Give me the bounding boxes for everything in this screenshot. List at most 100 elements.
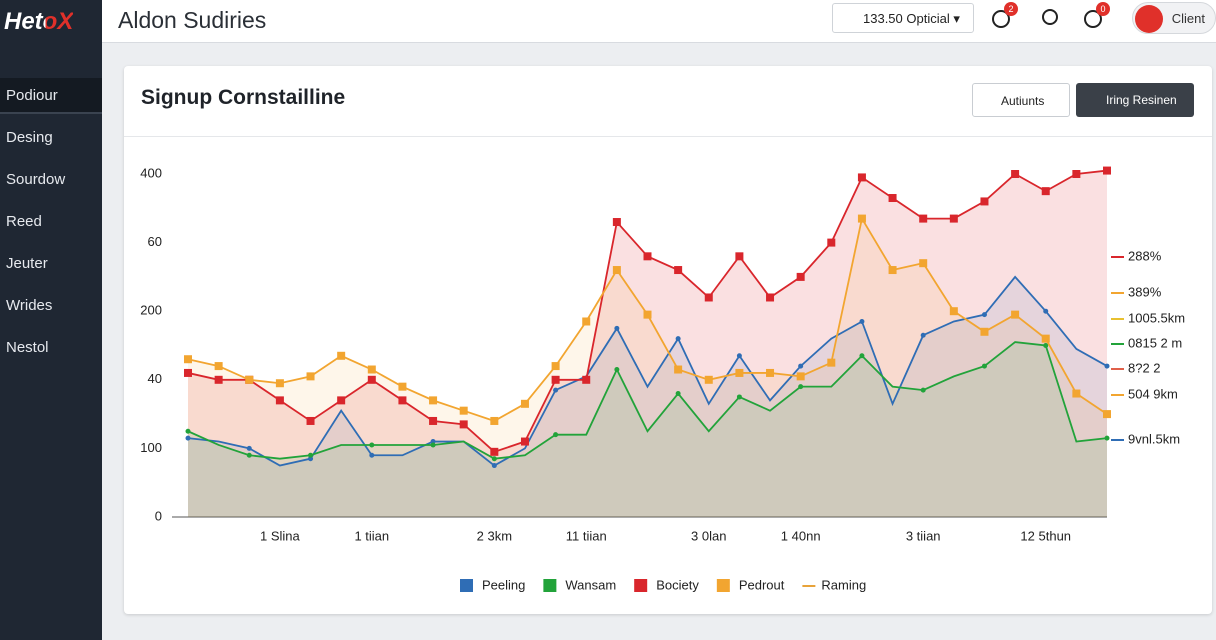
button[interactable]: Iring Resinen bbox=[1076, 83, 1194, 117]
data-point bbox=[214, 375, 223, 384]
search-icon[interactable] bbox=[1042, 9, 1058, 25]
data-point bbox=[949, 214, 958, 223]
data-point bbox=[491, 463, 497, 469]
nav-item[interactable]: Jeuter bbox=[6, 255, 48, 272]
selector-label: 133.50 Opticial bbox=[863, 11, 950, 26]
data-point bbox=[735, 368, 744, 377]
data-point bbox=[736, 394, 742, 400]
data-point bbox=[398, 382, 407, 391]
nav-item[interactable]: Wrides bbox=[6, 297, 53, 314]
button-label: Iring Resinen bbox=[1106, 93, 1177, 107]
badge: 0 bbox=[1096, 2, 1110, 16]
top-bar: Aldon Sudiries 133.50 Opticial ▾ 2 0 Cli… bbox=[102, 0, 1216, 43]
data-point bbox=[980, 197, 989, 206]
data-point bbox=[184, 368, 192, 377]
x-tick-label: 11 tiian bbox=[566, 528, 607, 543]
data-point bbox=[919, 259, 928, 268]
nav-item[interactable]: Sourdow bbox=[6, 171, 66, 188]
legend-swatch bbox=[634, 579, 648, 592]
data-point bbox=[430, 439, 436, 445]
y-tick-label: 40 bbox=[148, 371, 162, 386]
data-point bbox=[245, 375, 254, 384]
data-point bbox=[582, 375, 591, 384]
x-tick-label: 1 Slina bbox=[260, 528, 301, 543]
selector[interactable]: 133.50 Opticial ▾ bbox=[832, 3, 974, 33]
series-line bbox=[187, 341, 1108, 460]
y-tick-label: 100 bbox=[140, 440, 162, 455]
legend-swatch bbox=[543, 579, 557, 592]
data-point bbox=[582, 317, 591, 326]
data-point bbox=[306, 416, 315, 425]
data-point bbox=[735, 252, 744, 261]
data-point bbox=[491, 456, 497, 462]
data-point bbox=[704, 293, 713, 302]
data-point bbox=[369, 452, 375, 458]
annotation: 389% bbox=[1128, 284, 1162, 299]
data-point bbox=[551, 375, 560, 384]
x-tick-label: 3 0lan bbox=[691, 528, 726, 543]
refresh-icon[interactable] bbox=[992, 10, 1010, 28]
x-tick-label: 2 3km bbox=[477, 528, 512, 543]
series-area bbox=[188, 218, 1107, 517]
client-button[interactable]: Client bbox=[1132, 2, 1216, 34]
page-title: Aldon Sudiries bbox=[118, 7, 267, 33]
y-tick-label: 200 bbox=[140, 303, 162, 318]
legend-swatch bbox=[460, 579, 473, 592]
nav-item[interactable]: Reed bbox=[6, 213, 42, 230]
data-point bbox=[920, 332, 926, 338]
data-point bbox=[949, 307, 958, 316]
data-point bbox=[367, 365, 376, 374]
data-point bbox=[1011, 310, 1020, 319]
series-area bbox=[188, 276, 1107, 517]
data-point bbox=[859, 318, 865, 324]
data-point bbox=[675, 391, 681, 397]
data-point bbox=[981, 363, 987, 369]
data-point bbox=[337, 396, 346, 405]
annotation: 9vnl.5km bbox=[1128, 431, 1180, 446]
series-area bbox=[188, 170, 1107, 517]
data-point bbox=[246, 452, 252, 458]
card-title: Signup Cornstailline bbox=[141, 86, 346, 109]
annotation: 504 9km bbox=[1128, 386, 1178, 401]
data-point bbox=[736, 353, 742, 359]
legend-label: Bociety bbox=[656, 577, 699, 592]
data-point bbox=[1104, 363, 1110, 369]
data-point bbox=[398, 396, 407, 405]
data-point bbox=[459, 406, 468, 415]
data-point bbox=[275, 379, 284, 388]
data-point bbox=[614, 367, 620, 373]
data-point bbox=[553, 432, 559, 438]
data-point bbox=[520, 399, 529, 408]
data-point bbox=[551, 362, 560, 371]
target-icon[interactable] bbox=[1084, 10, 1102, 28]
series-line bbox=[187, 275, 1108, 467]
data-point bbox=[430, 442, 436, 448]
data-point bbox=[1103, 166, 1111, 175]
nav-item[interactable]: Desing bbox=[6, 129, 53, 146]
data-point bbox=[798, 363, 804, 369]
data-point bbox=[429, 416, 438, 425]
data-point bbox=[859, 353, 865, 359]
data-point bbox=[1104, 435, 1110, 441]
brand: HetoX bbox=[4, 8, 74, 35]
x-tick-label: 3 tiian bbox=[906, 528, 941, 543]
data-point bbox=[185, 428, 191, 434]
data-point bbox=[766, 368, 775, 377]
data-point bbox=[1043, 308, 1049, 314]
data-point bbox=[275, 396, 284, 405]
client-label: Client bbox=[1171, 11, 1205, 26]
data-point bbox=[766, 293, 775, 302]
button[interactable]: Autiunts bbox=[972, 83, 1070, 117]
data-point bbox=[185, 435, 191, 441]
data-point bbox=[612, 218, 621, 227]
nav-item[interactable]: Nestol bbox=[6, 339, 49, 356]
data-point bbox=[796, 272, 805, 281]
data-point bbox=[553, 387, 559, 393]
nav-item[interactable]: Podiour bbox=[0, 78, 102, 114]
y-tick-label: 60 bbox=[148, 234, 162, 249]
data-point bbox=[674, 266, 683, 275]
data-point bbox=[919, 214, 928, 223]
data-point bbox=[674, 365, 683, 374]
